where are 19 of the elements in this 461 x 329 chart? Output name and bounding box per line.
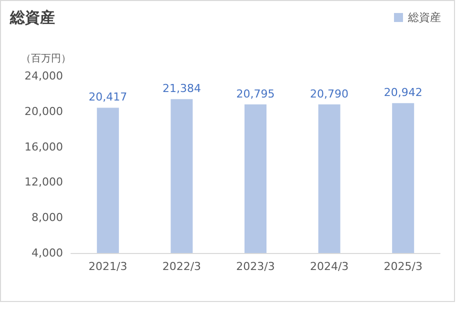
y-tick-label: 12,000 — [24, 176, 63, 189]
x-tick-label: 2023/3 — [236, 260, 275, 273]
y-tick-label: 8,000 — [32, 211, 63, 224]
y-tick-label: 16,000 — [24, 140, 63, 154]
text: 20,942 — [384, 86, 422, 100]
chart-title: 総資産 — [9, 8, 55, 26]
text: 20,417 — [88, 90, 128, 104]
text: 20,795 — [236, 87, 275, 100]
legend-label: 総資産 — [407, 11, 441, 24]
x-tick-label: 2025/3 — [384, 260, 422, 273]
y-tick-label: 4,000 — [32, 246, 63, 260]
text: 20,790 — [310, 87, 349, 100]
y-tick-label: 20,000 — [24, 104, 63, 118]
y-tick-label: 24,000 — [24, 70, 63, 82]
text: 21,384 — [162, 82, 201, 96]
x-tick-label: 2022/3 — [162, 260, 202, 273]
y-axis-title: （百万円） — [21, 54, 71, 64]
x-tick-label: 2021/3 — [88, 260, 128, 273]
x-tick-label: 2024/3 — [310, 260, 349, 273]
